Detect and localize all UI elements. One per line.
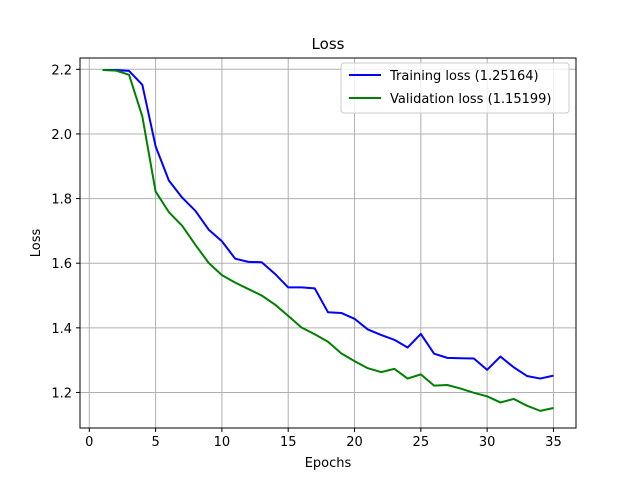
y-tick-label: 1.4: [51, 322, 72, 337]
legend-label-training: Training loss (1.25164): [389, 69, 539, 84]
legend-label-validation: Validation loss (1.15199): [390, 92, 551, 107]
x-axis-ticks: 0 5 10 15 20 25 30 35: [85, 428, 562, 450]
y-tick-label: 1.2: [51, 386, 72, 401]
y-tick-label: 1.6: [51, 257, 72, 272]
plot-lines: [102, 68, 554, 412]
y-tick-label: 1.8: [51, 193, 72, 208]
x-tick-label: 25: [413, 435, 430, 450]
training-loss-line: [102, 68, 554, 380]
y-tick-label: 2.2: [51, 63, 72, 78]
y-axis-ticks: 1.2 1.4 1.6 1.8 2.0 2.2: [51, 63, 80, 401]
y-tick-label: 2.0: [51, 128, 72, 143]
x-tick-label: 5: [151, 435, 159, 450]
x-tick-label: 35: [545, 435, 562, 450]
legend: Training loss (1.25164) Validation loss …: [340, 62, 570, 114]
legend-box: [340, 62, 570, 114]
chart-title: Loss: [312, 35, 345, 53]
x-tick-label: 20: [346, 435, 363, 450]
plot-frame: [79, 57, 577, 429]
validation-loss-line: [102, 68, 554, 412]
x-tick-label: 15: [280, 435, 297, 450]
x-tick-label: 30: [479, 435, 496, 450]
x-tick-label: 0: [85, 435, 93, 450]
y-axis-label: Loss: [29, 229, 44, 258]
x-tick-label: 10: [214, 435, 231, 450]
x-axis-label: Epochs: [305, 456, 352, 471]
